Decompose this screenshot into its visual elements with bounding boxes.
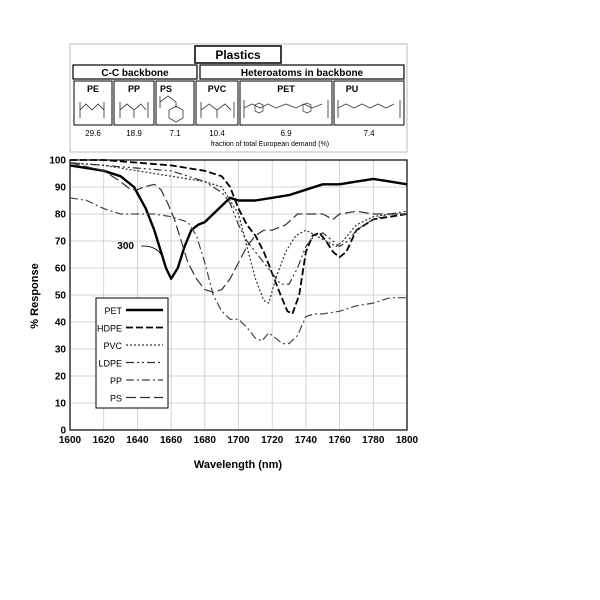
value-pu: 7.4 — [363, 129, 375, 138]
x-axis-label: Wavelength (nm) — [194, 459, 283, 471]
y-tick-label: 70 — [55, 237, 67, 248]
y-tick-label: 100 — [49, 156, 66, 167]
table-title-box — [194, 45, 282, 64]
x-tick-label: 1760 — [328, 435, 351, 446]
value-pet: 6.9 — [280, 129, 292, 138]
series-line-hdpe — [70, 159, 408, 315]
y-tick-label: 90 — [55, 183, 67, 194]
plastics-table: Plastics C-C backbone Heteroatoms in bac… — [69, 43, 408, 153]
y-tick-label: 50 — [55, 291, 67, 302]
legend-label-pet: PET — [104, 306, 122, 316]
series-layer — [69, 159, 408, 345]
axis-tick-labels: 1600 1620 1640 1660 1680 1700 1720 1740 1760 1780… — [49, 156, 418, 447]
legend: PET HDPE PVC LDPE PP PS — [95, 297, 169, 409]
group-label-hetero: Heteroatoms in backbone — [241, 68, 364, 79]
group-header-cc — [72, 64, 198, 80]
svg-text:PVC: PVC — [208, 84, 227, 94]
x-tick-label: 1680 — [194, 435, 217, 446]
series-line-pet — [69, 164, 408, 280]
polymer-cell-ps: PS — [155, 80, 195, 126]
x-tick-label: 1780 — [362, 435, 385, 446]
svg-text:PU: PU — [346, 84, 359, 94]
x-tick-label: 1620 — [93, 435, 116, 446]
x-tick-label: 1600 — [59, 435, 82, 446]
group-label-cc: C-C backbone — [101, 68, 169, 79]
table-footnote: fraction of total European demand (%) — [211, 141, 329, 148]
annotation: 300 — [117, 241, 164, 258]
x-tick-label: 1800 — [396, 435, 419, 446]
value-ps: 7.1 — [169, 129, 181, 138]
line-chart: 1600 1620 1640 1660 1680 1700 1720 1740 1760 1780… — [29, 156, 419, 472]
x-tick-label: 1660 — [160, 435, 183, 446]
legend-label-pvc: PVC — [103, 341, 122, 351]
y-tick-label: 30 — [55, 345, 67, 356]
annotation-label: 300 — [117, 241, 134, 252]
value-pe: 29.6 — [85, 129, 101, 138]
legend-label-hdpe: HDPE — [97, 324, 122, 334]
y-tick-label: 80 — [55, 210, 67, 221]
y-tick-label: 10 — [55, 399, 67, 410]
polymer-cell-pu: PU — [333, 80, 405, 126]
series-line-pp — [69, 197, 407, 345]
svg-text:PS: PS — [160, 84, 172, 94]
legend-label-ldpe: LDPE — [98, 359, 122, 369]
group-header-hetero — [199, 64, 405, 80]
x-tick-label: 1740 — [295, 435, 318, 446]
value-pvc: 10.4 — [209, 129, 225, 138]
polymer-cell-pvc: PVC — [195, 80, 239, 126]
svg-text:PET: PET — [277, 84, 295, 94]
polymer-cell-pet: PET — [239, 80, 333, 126]
legend-label-ps: PS — [110, 394, 122, 404]
series-line-pvc — [69, 162, 407, 304]
y-tick-label: 60 — [55, 264, 67, 275]
svg-text:PE: PE — [87, 84, 99, 94]
y-tick-label: 0 — [60, 426, 66, 437]
x-tick-label: 1720 — [261, 435, 284, 446]
x-tick-label: 1640 — [126, 435, 149, 446]
annotation-leader — [141, 245, 164, 258]
x-tick-label: 1700 — [227, 435, 250, 446]
svg-text:PP: PP — [128, 84, 140, 94]
value-pp: 18.9 — [126, 129, 142, 138]
y-tick-label: 20 — [55, 372, 67, 383]
plot-frame — [69, 159, 408, 431]
legend-box — [95, 297, 169, 409]
table-title: Plastics — [215, 48, 261, 62]
polymer-cell-pe: PE — [73, 80, 113, 126]
y-tick-label: 40 — [55, 318, 67, 329]
polymer-cell-pp: PP — [113, 80, 155, 126]
y-axis-label: % Response — [29, 263, 41, 328]
legend-label-pp: PP — [110, 376, 122, 386]
